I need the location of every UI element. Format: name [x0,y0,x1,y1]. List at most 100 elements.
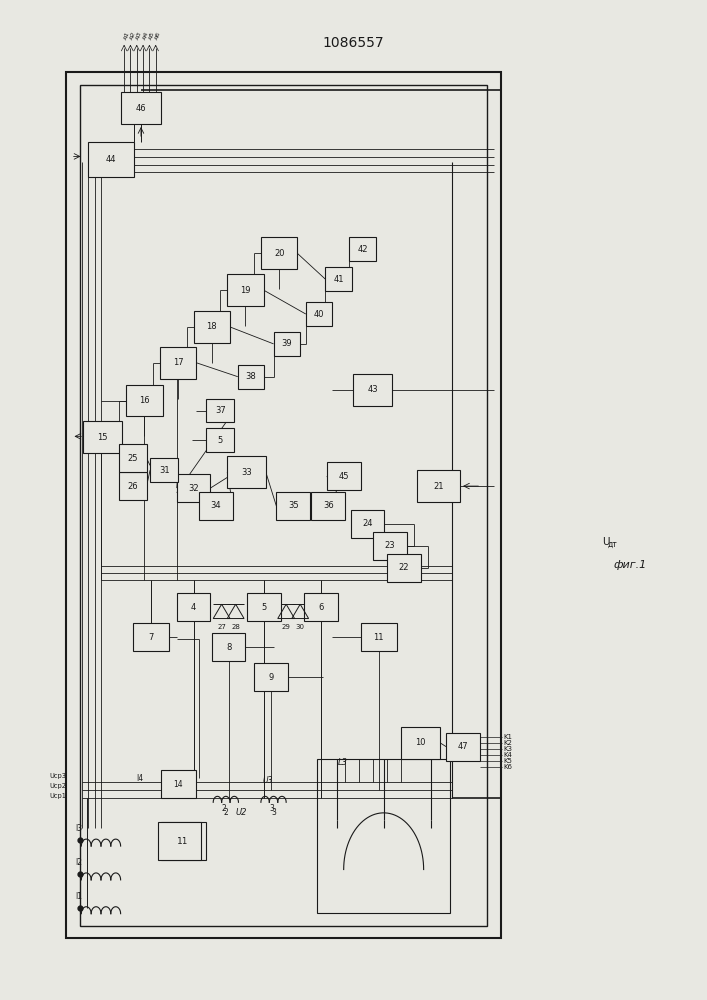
FancyBboxPatch shape [160,822,206,860]
Text: 24: 24 [362,519,373,528]
FancyBboxPatch shape [373,532,407,560]
FancyBboxPatch shape [274,332,300,356]
FancyBboxPatch shape [160,347,197,379]
Text: 19: 19 [240,286,251,295]
FancyBboxPatch shape [416,470,460,502]
Text: 10: 10 [415,738,426,747]
FancyBboxPatch shape [327,462,361,490]
FancyBboxPatch shape [88,142,134,177]
FancyBboxPatch shape [254,663,288,691]
Text: L3: L3 [338,758,348,767]
Text: Ucp1: Ucp1 [49,793,66,799]
Text: д5: д5 [146,31,155,41]
FancyBboxPatch shape [177,474,211,502]
FancyBboxPatch shape [311,492,345,520]
Text: дт: дт [608,540,618,549]
FancyBboxPatch shape [212,633,245,661]
FancyBboxPatch shape [349,237,376,261]
Text: 11: 11 [373,633,384,642]
Text: 28: 28 [231,624,240,630]
Text: 32: 32 [188,484,199,493]
Text: 33: 33 [241,468,252,477]
Text: 8: 8 [226,643,231,652]
Text: K5: K5 [503,758,513,764]
Text: K1: K1 [503,734,513,740]
Text: 14: 14 [173,780,183,789]
Text: 17: 17 [173,358,183,367]
Text: 34: 34 [211,501,221,510]
Text: l3: l3 [75,824,82,833]
Text: 5: 5 [261,603,267,612]
FancyBboxPatch shape [325,267,352,291]
Text: 1086557: 1086557 [322,36,385,50]
FancyBboxPatch shape [121,92,161,124]
Text: 30: 30 [296,624,305,630]
Text: Ucp3: Ucp3 [49,773,66,779]
FancyBboxPatch shape [238,365,264,389]
Text: U3: U3 [262,776,273,785]
Text: K6: K6 [503,764,513,770]
Text: д3: д3 [134,31,142,41]
Text: 40: 40 [314,310,325,319]
Text: 15: 15 [98,433,108,442]
FancyBboxPatch shape [261,237,298,269]
Text: д4: д4 [140,31,148,41]
Text: 22: 22 [399,563,409,572]
Text: U: U [602,537,610,547]
FancyBboxPatch shape [227,456,266,488]
FancyBboxPatch shape [354,374,392,406]
Text: 39: 39 [281,339,292,348]
Text: 27: 27 [217,624,226,630]
Text: 18: 18 [206,322,217,331]
Text: 45: 45 [339,472,349,481]
FancyBboxPatch shape [361,623,397,651]
FancyBboxPatch shape [160,770,196,798]
FancyBboxPatch shape [158,822,201,860]
Text: фиг.1: фиг.1 [613,560,646,570]
Text: 35: 35 [288,501,298,510]
Text: l1: l1 [75,892,82,901]
FancyBboxPatch shape [150,458,178,482]
FancyBboxPatch shape [317,759,450,913]
FancyBboxPatch shape [305,593,338,621]
Text: 37: 37 [215,406,226,415]
Text: 20: 20 [274,249,284,258]
Text: 2: 2 [221,804,226,813]
Text: 6: 6 [319,603,324,612]
Text: 4: 4 [191,603,197,612]
Text: д6: д6 [153,31,161,41]
FancyBboxPatch shape [276,492,310,520]
Text: 47: 47 [457,742,468,751]
FancyBboxPatch shape [206,399,234,422]
FancyBboxPatch shape [206,428,234,452]
FancyBboxPatch shape [199,492,233,520]
Text: 42: 42 [357,245,368,254]
Text: 7: 7 [148,633,153,642]
FancyBboxPatch shape [132,623,169,651]
Text: 44: 44 [106,155,117,164]
Text: 5: 5 [218,436,223,445]
Text: U2: U2 [235,808,247,817]
Text: 43: 43 [368,385,378,394]
Text: 38: 38 [246,372,257,381]
FancyBboxPatch shape [351,510,385,538]
FancyBboxPatch shape [247,593,281,621]
Text: 2: 2 [223,808,228,817]
Text: 36: 36 [323,501,334,510]
Text: K3: K3 [503,746,513,752]
FancyBboxPatch shape [119,472,146,500]
FancyBboxPatch shape [194,311,230,343]
FancyBboxPatch shape [387,554,421,582]
Text: 21: 21 [433,482,443,491]
Text: 46: 46 [136,104,146,113]
FancyBboxPatch shape [83,421,122,453]
Text: 23: 23 [385,541,395,550]
Text: 31: 31 [159,466,170,475]
Text: 26: 26 [127,482,138,491]
Text: 16: 16 [139,396,150,405]
Text: l4: l4 [136,774,143,783]
Text: 29: 29 [281,624,291,630]
Text: 3: 3 [271,808,276,817]
Text: 1: 1 [177,837,182,846]
Text: д2: д2 [127,31,136,41]
